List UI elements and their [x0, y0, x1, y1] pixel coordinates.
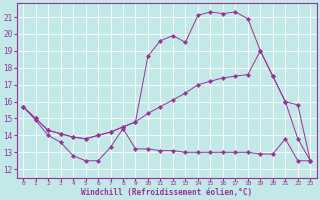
X-axis label: Windchill (Refroidissement éolien,°C): Windchill (Refroidissement éolien,°C) — [81, 188, 252, 197]
